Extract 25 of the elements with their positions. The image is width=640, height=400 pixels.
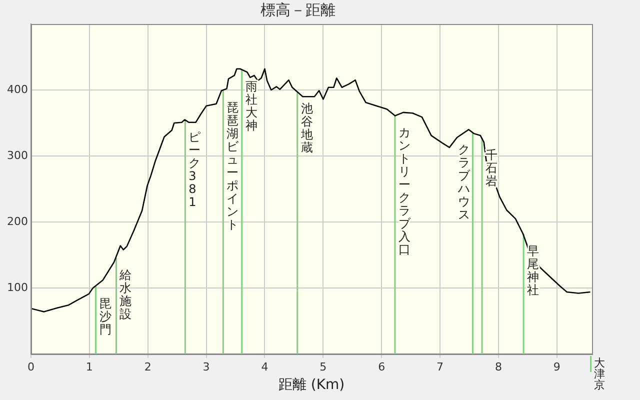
x-axis-title: 距離 (Km) (278, 377, 345, 394)
ref-line-label: 雨社大神 (245, 80, 258, 133)
x-tick-label: 1 (86, 360, 93, 374)
ref-line-label: クラブハウス (457, 142, 472, 222)
chart-title: 標高－距離 (260, 0, 336, 19)
x-tick-label: 7 (436, 360, 444, 374)
ref-line-label: 毘沙門 (99, 296, 112, 336)
y-tick-label: 200 (6, 214, 28, 228)
y-tick-label: 400 (6, 82, 28, 96)
ref-line-label: ピーク381 (188, 130, 201, 209)
x-tick-label: 4 (261, 360, 268, 374)
text: 琵琶湖ビューポイント (226, 100, 239, 232)
ref-line-label: 大津京 (594, 356, 605, 392)
x-tick-label: 6 (378, 360, 386, 374)
x-tick-label: 2 (144, 360, 152, 374)
ref-line-label: 池谷地蔵 (300, 102, 313, 155)
y-tick-label: 100 (6, 280, 28, 294)
x-tick-label: 9 (553, 360, 560, 374)
y-tick-label: 300 (6, 148, 28, 162)
x-tick-label: 5 (320, 360, 327, 374)
x-tick-label: 8 (495, 360, 502, 374)
x-tick-label: 3 (202, 360, 210, 374)
ref-line-label: 給水施設 (118, 268, 132, 321)
x-tick-label: 0 (27, 360, 34, 374)
text: カントリークラブ入口 (398, 125, 410, 256)
